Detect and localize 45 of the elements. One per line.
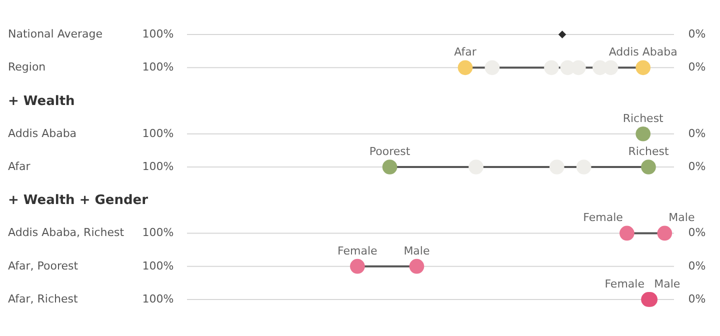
text: 100% [142, 226, 174, 240]
annotation: Female [604, 277, 645, 290]
y-tick-label: + Wealth + Gender [8, 193, 149, 208]
y-tick-label: Addis Ababa [8, 126, 77, 140]
y-tick-label: + Wealth [8, 94, 75, 109]
point [544, 60, 559, 76]
y-tick-label: Afar [8, 160, 31, 173]
point [636, 126, 651, 142]
annotation: Female [583, 211, 624, 224]
point [576, 160, 592, 174]
text: 0% [688, 259, 706, 272]
y-tick-label: National Average [8, 28, 103, 41]
point [571, 60, 586, 76]
point [468, 160, 484, 174]
y-tick-label: Region [8, 60, 46, 74]
text: 0% [688, 60, 706, 74]
point [484, 60, 500, 76]
annotation: Afar [454, 46, 477, 59]
annotation: Male [404, 244, 430, 258]
y-tick-label: Afar, Poorest [8, 259, 79, 272]
point [350, 258, 365, 274]
text: 0% [688, 160, 706, 173]
text: 0% [688, 126, 706, 140]
point [558, 30, 566, 38]
point [620, 226, 634, 241]
point [458, 60, 473, 76]
annotation: Addis Ababa [608, 46, 678, 59]
text: 100% [142, 28, 174, 41]
annotation: Richest [622, 112, 664, 125]
y-tick-label: Afar, Richest [8, 292, 78, 306]
text: 100% [142, 160, 174, 173]
annotation: Female [338, 244, 378, 258]
text: 0% [688, 226, 706, 240]
annotation: Male [668, 211, 695, 224]
annotation: Richest [628, 145, 670, 158]
y-tick-label: Addis Ababa, Richest [8, 226, 125, 240]
point [549, 160, 564, 174]
text: 100% [142, 259, 174, 272]
text: 0% [688, 28, 706, 41]
annotation: Male [654, 277, 680, 290]
annotation: Poorest [369, 145, 411, 158]
point [641, 160, 656, 174]
point [636, 60, 651, 76]
text: 100% [142, 126, 174, 140]
text: 100% [142, 60, 174, 74]
